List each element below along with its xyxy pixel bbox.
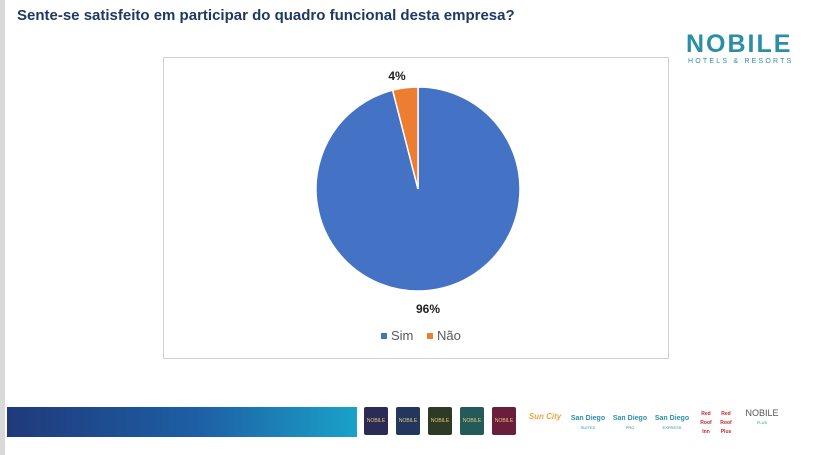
legend-label-sim: Sim (391, 328, 413, 343)
pie-chart: 4% 96%Sim Não (315, 69, 521, 343)
footer-gradient-bar (7, 407, 357, 437)
data-label-sim: 96% (416, 302, 440, 316)
nobile-logo: NOBILE HOTELS & RESORTS (686, 30, 806, 74)
data-label-nao: 4% (388, 69, 406, 83)
legend-swatch-nao (427, 333, 433, 339)
brand-sun-city-logo: Sun City (528, 412, 562, 421)
left-edge-strip (0, 0, 5, 455)
pie-slice-nao (391, 86, 419, 190)
brand-nobile-suites-logo: NOBILE Suítes (396, 407, 420, 435)
brand-logos-row: NOBILE Grand NOBILE Suítes NOBILE Inn NO… (364, 406, 824, 438)
brand-san-diego-express-logo: San Diego EXPRESS (654, 415, 690, 430)
brand-red-roof-inn-logo: Red Roof Inn (700, 411, 712, 435)
brand-nobile-resort-logo: NOBILE Resort (492, 407, 516, 435)
brand-nobile-executive-logo: NOBILE Executive (460, 407, 484, 435)
brand-san-diego-suites-logo: San Diego SUITES (570, 415, 606, 430)
brand-red-roof-plus-logo: Red Roof Plus (720, 411, 732, 435)
chart-area: 4% 96% Sim Não (163, 57, 669, 359)
legend-swatch-sim (381, 333, 387, 339)
brand-san-diego-pro-logo: San Diego PRO (612, 415, 648, 430)
brand-nobile-plus-logo: NOBILE PLUS (745, 408, 779, 426)
logo-name: NOBILE (686, 30, 793, 58)
brand-nobile-grand-logo: NOBILE Grand (364, 407, 388, 435)
logo-tagline: HOTELS & RESORTS (688, 58, 794, 65)
brand-nobile-inn-logo: NOBILE Inn (428, 407, 452, 435)
page-title: Sente-se satisfeito em participar do qua… (17, 7, 515, 24)
pie-slice-sim (315, 86, 521, 292)
legend-label-nao: Não (437, 328, 461, 343)
